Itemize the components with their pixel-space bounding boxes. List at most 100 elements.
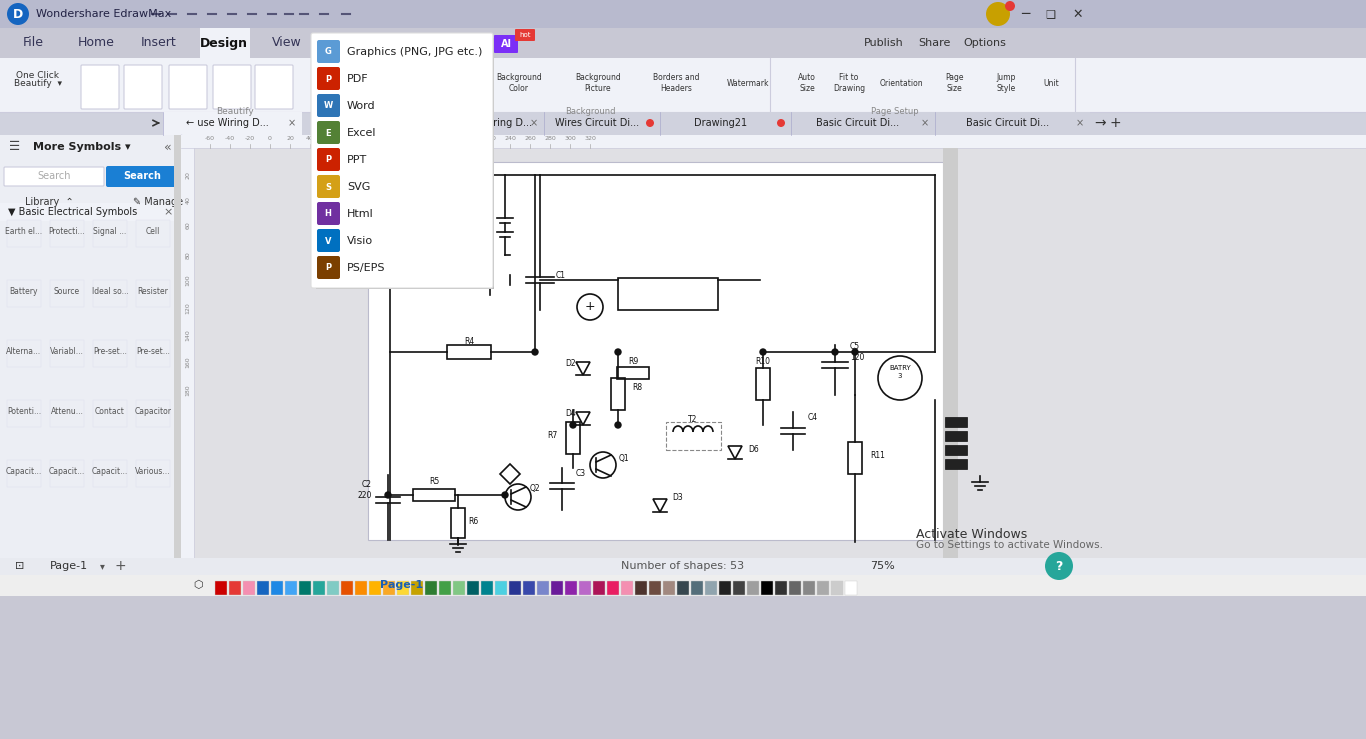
Bar: [182, 148, 194, 558]
Bar: [51, 400, 83, 427]
Text: -20: -20: [245, 137, 255, 141]
Text: Excel: Excel: [347, 128, 377, 138]
Circle shape: [986, 2, 1009, 26]
Bar: [611, 378, 626, 410]
Circle shape: [852, 349, 858, 355]
Text: R9: R9: [628, 358, 638, 367]
Bar: [257, 581, 269, 595]
Text: «: «: [164, 140, 172, 154]
Bar: [7, 400, 41, 427]
Text: Activate Windows: Activate Windows: [917, 528, 1027, 542]
Bar: [299, 581, 311, 595]
FancyBboxPatch shape: [317, 67, 340, 90]
Text: Page-1: Page-1: [380, 580, 423, 590]
FancyBboxPatch shape: [317, 256, 340, 279]
Circle shape: [759, 349, 766, 355]
Text: hot: hot: [519, 32, 531, 38]
Text: BATRY: BATRY: [889, 365, 911, 371]
Bar: [747, 581, 759, 595]
Bar: [93, 340, 127, 367]
Bar: [607, 581, 619, 595]
Text: Design: Design: [199, 36, 249, 50]
Text: D2: D2: [566, 358, 576, 367]
Text: Search: Search: [37, 171, 71, 181]
Text: Pre-set...: Pre-set...: [137, 347, 169, 355]
Text: Search: Search: [123, 171, 161, 181]
FancyBboxPatch shape: [316, 38, 494, 289]
Bar: [173, 135, 182, 558]
Text: Source: Source: [53, 287, 81, 296]
Text: Variabl...: Variabl...: [51, 347, 83, 355]
Bar: [93, 460, 127, 487]
Text: 320: 320: [585, 137, 596, 141]
Bar: [285, 581, 296, 595]
Text: ← use Wiring D...: ← use Wiring D...: [186, 118, 269, 128]
Bar: [943, 148, 958, 558]
Text: 60: 60: [186, 221, 190, 229]
Bar: [342, 581, 352, 595]
FancyBboxPatch shape: [124, 65, 163, 109]
Circle shape: [531, 349, 538, 355]
Text: 160: 160: [425, 137, 436, 141]
Bar: [451, 508, 464, 538]
Text: ✎ Manage: ✎ Manage: [133, 197, 183, 207]
FancyBboxPatch shape: [317, 175, 340, 198]
Bar: [649, 581, 661, 595]
Bar: [0, 135, 182, 558]
FancyBboxPatch shape: [107, 166, 178, 187]
Bar: [663, 581, 675, 595]
Bar: [7, 340, 41, 367]
Bar: [550, 581, 563, 595]
Text: 220: 220: [484, 137, 496, 141]
Text: PPT: PPT: [347, 155, 367, 165]
Text: Alterna...: Alterna...: [7, 347, 41, 355]
Bar: [454, 581, 464, 595]
Text: 140: 140: [404, 137, 415, 141]
Bar: [326, 581, 339, 595]
Bar: [467, 581, 479, 595]
Text: View: View: [272, 36, 302, 50]
Text: Basic Circuit Di...: Basic Circuit Di...: [817, 118, 900, 128]
Text: Share: Share: [918, 38, 951, 48]
Circle shape: [646, 119, 654, 127]
Bar: [817, 581, 829, 595]
Text: 0: 0: [268, 137, 272, 141]
Text: Potenti...: Potenti...: [7, 406, 41, 415]
Text: Fit to
Drawing: Fit to Drawing: [833, 73, 865, 92]
Bar: [719, 581, 731, 595]
Text: Graphics (PNG, JPG etc.): Graphics (PNG, JPG etc.): [347, 47, 482, 57]
Text: ✕: ✕: [1072, 7, 1083, 21]
Text: ter Wiring D...: ter Wiring D...: [464, 118, 533, 128]
Text: More Symbols ▾: More Symbols ▾: [33, 142, 131, 152]
FancyBboxPatch shape: [317, 121, 340, 144]
Text: Capacit...: Capacit...: [49, 466, 85, 475]
Text: Options: Options: [963, 38, 1007, 48]
Bar: [831, 581, 843, 595]
Text: 120: 120: [186, 302, 190, 314]
Text: ▾: ▾: [100, 561, 105, 571]
Text: 60: 60: [326, 137, 333, 141]
Text: R7: R7: [546, 431, 557, 440]
Text: D4: D4: [566, 409, 576, 418]
Text: 200: 200: [464, 137, 475, 141]
Text: Home: Home: [78, 36, 115, 50]
Text: W: W: [324, 101, 333, 111]
Text: 260: 260: [525, 137, 535, 141]
Text: Capacitor: Capacitor: [134, 406, 172, 415]
Text: H: H: [325, 209, 332, 219]
Text: Page-1: Page-1: [51, 561, 89, 571]
Text: Earth el...: Earth el...: [5, 226, 42, 236]
Bar: [790, 581, 800, 595]
Text: 3: 3: [897, 373, 903, 379]
Bar: [214, 581, 227, 595]
Bar: [934, 112, 1090, 135]
Text: P: P: [325, 264, 331, 273]
Bar: [481, 581, 493, 595]
FancyBboxPatch shape: [311, 33, 493, 288]
Text: 140: 140: [186, 329, 190, 341]
Bar: [0, 58, 1366, 112]
Bar: [194, 148, 1366, 558]
Text: 40: 40: [186, 196, 190, 204]
Text: Insert: Insert: [141, 36, 176, 50]
Bar: [137, 220, 169, 247]
